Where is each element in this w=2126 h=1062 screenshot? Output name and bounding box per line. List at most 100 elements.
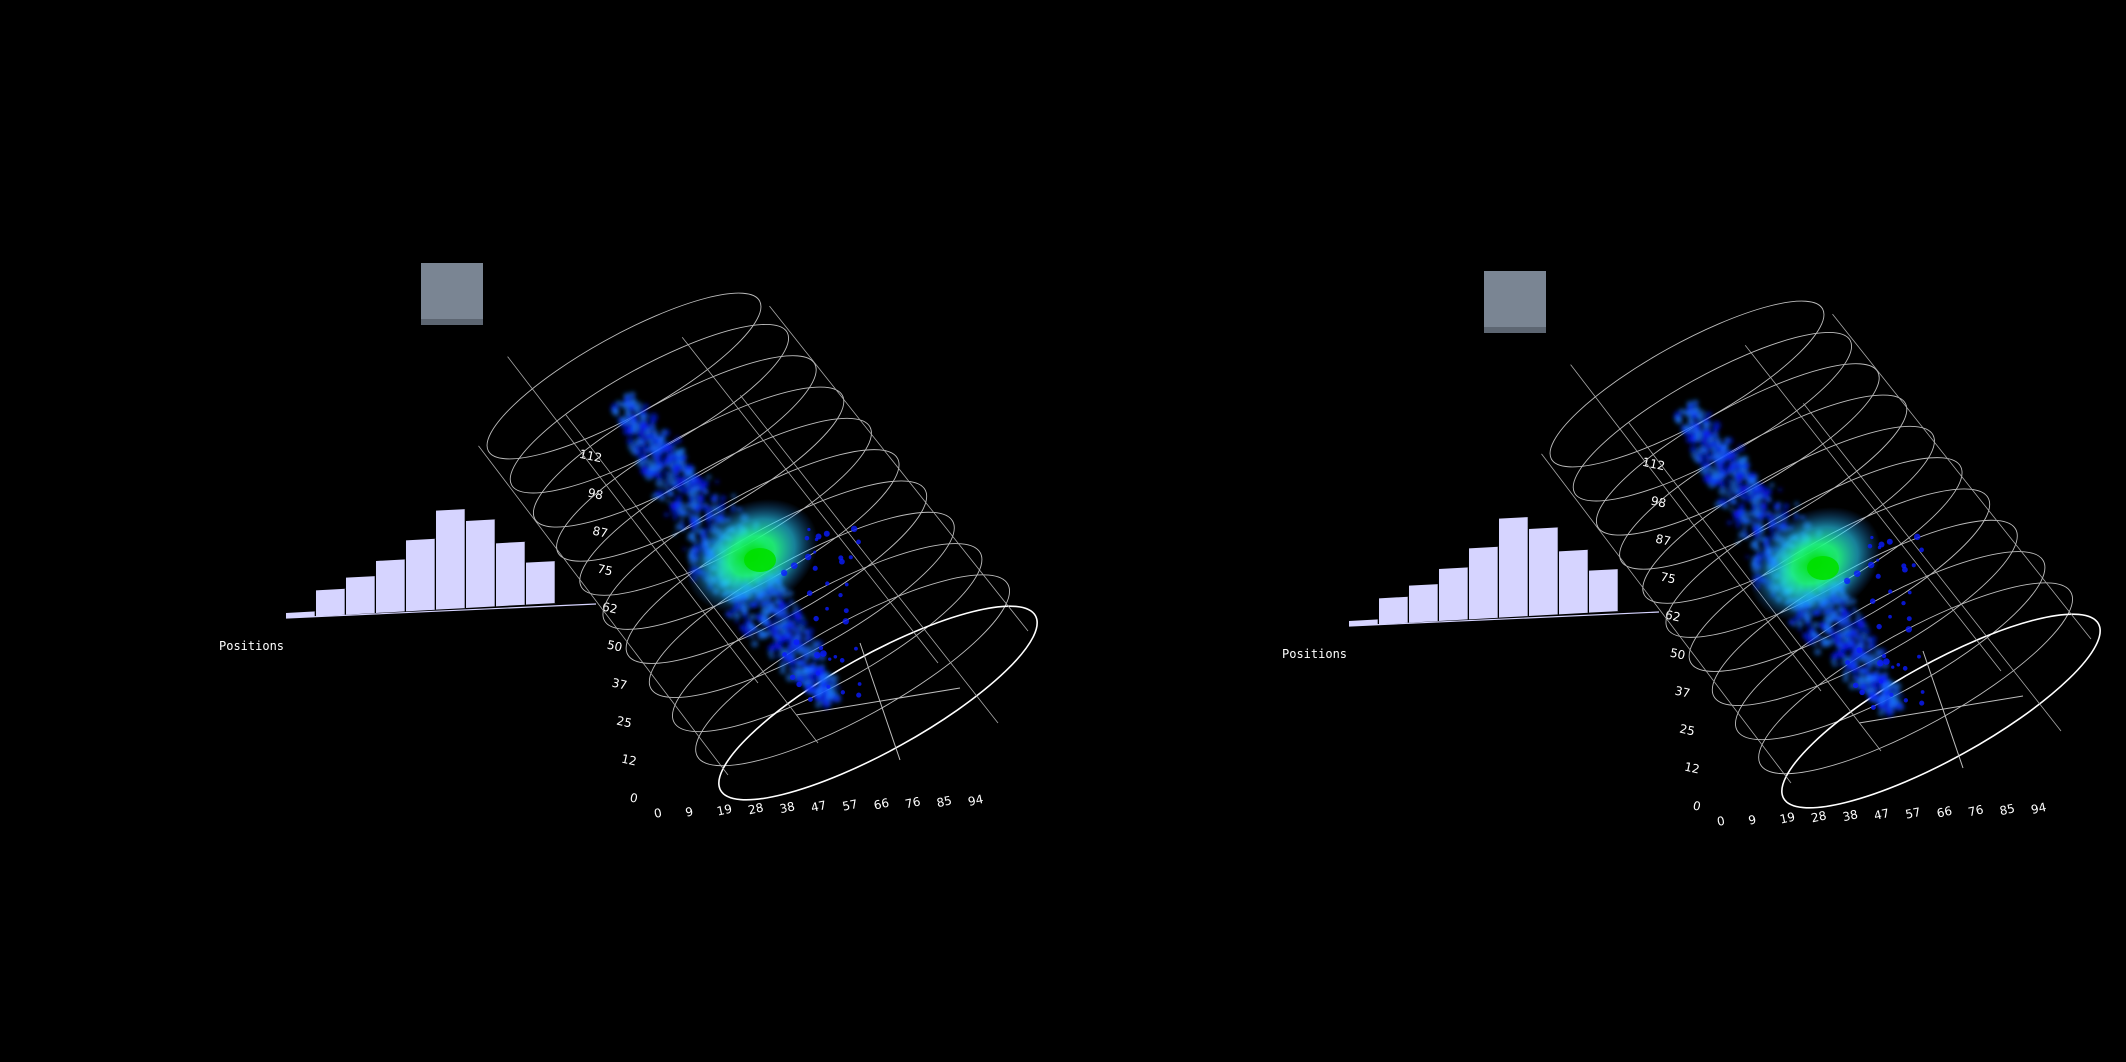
particle <box>807 667 815 675</box>
particle <box>797 674 805 683</box>
particle <box>1722 441 1727 446</box>
particle-outlier <box>813 550 817 554</box>
particle <box>1718 481 1726 489</box>
particle <box>1716 441 1723 449</box>
cylinder-edge <box>681 336 939 664</box>
particle <box>1802 632 1808 638</box>
particle <box>786 643 796 653</box>
x-tick-label: 94 <box>967 792 985 809</box>
particle <box>807 627 814 635</box>
particle <box>649 417 657 425</box>
particle <box>680 447 686 453</box>
histogram-bar <box>1559 549 1589 615</box>
particle <box>641 445 650 453</box>
particle <box>823 699 830 706</box>
particle <box>670 454 679 463</box>
particle <box>647 470 656 478</box>
particle-outlier <box>781 569 788 577</box>
particle <box>1838 650 1847 658</box>
histogram-bar <box>496 541 526 607</box>
particle <box>792 671 797 676</box>
particle <box>795 612 803 620</box>
particle-outlier <box>838 592 843 598</box>
particle-outlier <box>1856 647 1863 654</box>
cylinder-edge <box>1541 453 1792 784</box>
particle <box>674 436 682 444</box>
particle-outlier <box>1903 698 1909 703</box>
particle <box>829 680 834 685</box>
particle <box>696 511 700 515</box>
particle <box>1854 636 1859 641</box>
particle <box>672 515 678 521</box>
particle <box>804 641 808 645</box>
histogram: Positions <box>219 509 597 653</box>
particle <box>1754 506 1762 513</box>
cylinder-edge <box>769 305 1029 632</box>
particle <box>782 614 787 619</box>
particle <box>786 659 791 664</box>
particle <box>1849 643 1858 652</box>
particle <box>1819 641 1824 645</box>
particle-outlier <box>1852 682 1859 689</box>
particle <box>673 499 683 509</box>
x-tick-label: 94 <box>2030 800 2048 817</box>
histogram-bar <box>1349 619 1379 626</box>
particle <box>1744 494 1753 503</box>
cylinder-ring <box>1735 551 2046 741</box>
particle <box>1689 419 1694 424</box>
particle <box>1828 617 1834 623</box>
particle <box>1893 682 1902 691</box>
particle-outlier <box>840 690 846 695</box>
particle-outlier <box>1896 663 1901 667</box>
particle <box>1866 636 1872 642</box>
particle <box>1726 477 1732 484</box>
particle <box>633 405 638 410</box>
particle-outlier <box>1902 566 1908 573</box>
particle <box>772 617 778 623</box>
particle-outlier <box>825 581 830 586</box>
particle <box>1759 519 1763 523</box>
particle <box>715 479 719 484</box>
particle <box>1867 649 1871 653</box>
histogram-bar <box>406 538 436 612</box>
particle <box>1830 652 1838 661</box>
particle <box>715 506 721 513</box>
particle <box>1726 492 1732 498</box>
particle <box>1814 648 1822 656</box>
particle-outlier <box>804 553 812 561</box>
particle <box>1722 502 1729 510</box>
particle <box>644 427 652 435</box>
particle <box>1696 413 1701 418</box>
particle <box>1842 669 1850 677</box>
particle <box>1751 519 1755 523</box>
particle <box>1850 623 1855 628</box>
particle <box>684 504 690 509</box>
x-tick-label: 0 <box>1716 814 1726 829</box>
left-eye-view[interactable]: Positions 0 9 19 28 38 47 57 66 76 85 94 0 12 25 37 50 62… <box>0 0 1063 1062</box>
particle <box>1738 530 1747 540</box>
particle <box>1735 523 1741 529</box>
particle-outlier <box>856 692 862 698</box>
particle <box>742 613 748 620</box>
particle <box>698 478 707 488</box>
particle <box>691 498 699 505</box>
particle <box>677 488 681 492</box>
particle <box>1849 667 1854 672</box>
particle <box>706 515 711 520</box>
cylinder-ring <box>1572 331 1853 502</box>
particle-outlier <box>848 555 853 560</box>
particle-outlier <box>1875 573 1881 579</box>
particle <box>1841 643 1846 649</box>
particle <box>650 426 655 431</box>
y-tick-label: 50 <box>1669 646 1687 663</box>
right-eye-view[interactable]: Positions 0 9 19 28 38 47 57 66 76 85 94 0 12 25 37 50 62… <box>1063 0 2126 1062</box>
particle <box>1852 629 1856 633</box>
particle <box>1866 658 1875 667</box>
particle <box>1881 682 1891 691</box>
particle <box>659 433 664 438</box>
particle <box>1864 674 1872 682</box>
particle <box>683 472 689 478</box>
particle <box>814 646 818 650</box>
